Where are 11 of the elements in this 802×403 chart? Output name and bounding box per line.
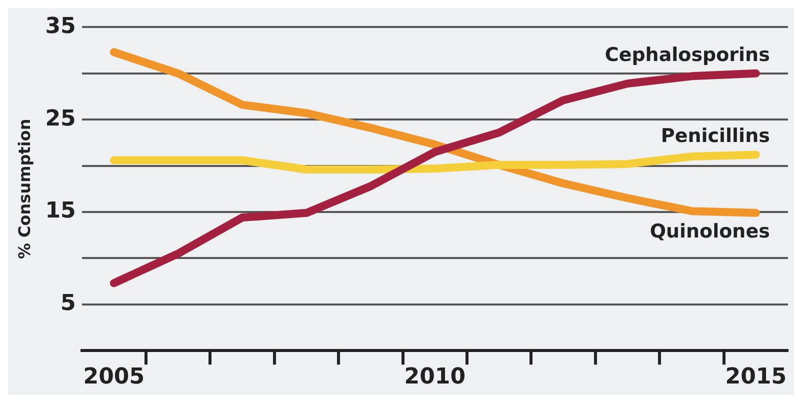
- y-tick-label: 35: [45, 14, 76, 39]
- y-tick-label: 15: [45, 198, 76, 224]
- series-label: Cephalosporins: [604, 44, 770, 66]
- x-tick-label: 2015: [725, 364, 787, 390]
- y-axis-title: % Consumption: [14, 118, 34, 260]
- x-tick-label: 2005: [83, 364, 145, 390]
- series-label: Quinolones: [650, 220, 770, 242]
- x-tick-label: 2010: [404, 364, 466, 390]
- series-label: Penicillins: [660, 125, 770, 148]
- y-tick-label: 5: [60, 291, 76, 316]
- y-tick-label: 25: [45, 106, 76, 132]
